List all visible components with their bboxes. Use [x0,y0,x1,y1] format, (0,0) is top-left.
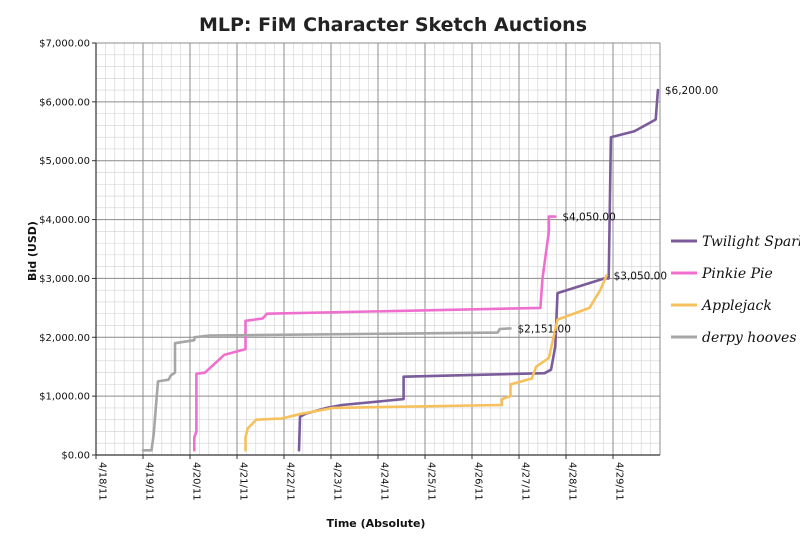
annotations-layer: $6,200.00 $4,050.00 $3,050.00 $2,151.00 [517,85,718,335]
x-tick-label: 4/23/11 [332,462,343,501]
x-tick-label: 4/25/11 [426,462,437,501]
legend-label-2: Applejack [700,298,772,314]
x-axis-label: Time (Absolute) [327,517,426,530]
x-tick-label: 4/18/11 [97,462,108,501]
x-tick-label: 4/21/11 [238,462,249,501]
series-end-label-2: $3,050.00 [614,270,667,282]
series-line-2 [244,274,608,452]
x-tick-label: 4/24/11 [379,462,390,501]
series-line-3 [141,327,512,452]
legend-label-3: derpy hooves [702,330,797,346]
series-layer [141,88,660,452]
y-axis-label: Bid (USD) [26,221,39,281]
series-end-label-1: $4,050.00 [562,212,615,224]
legend: Twilight Sparkle Pinkie Pie Applejack derpy… [671,234,800,346]
x-tick-label: 4/28/11 [567,462,578,501]
y-tick-label: $5,000.00 [39,156,90,167]
x-tick-label: 4/29/11 [614,462,625,501]
y-tick-label: $2,000.00 [39,333,90,344]
legend-label-1: Pinkie Pie [701,266,773,282]
y-tick-label: $4,000.00 [39,215,90,226]
series-end-label-3: $2,151.00 [517,323,570,335]
y-tick-label: $0.00 [61,451,90,462]
axes-layer: $0.00 $1,000.00 $2,000.00 $3,000.00 $4,000.0… [39,39,660,501]
x-tick-label: 4/19/11 [144,462,155,501]
x-tick-label: 4/22/11 [285,462,296,501]
x-tick-label: 4/20/11 [191,462,202,501]
y-tick-label: $7,000.00 [39,39,90,50]
y-tick-label: $3,000.00 [39,274,90,285]
grid-layer [95,42,661,456]
x-tick-label: 4/26/11 [473,462,484,501]
legend-label-0: Twilight Sparkle [702,234,800,250]
y-tick-label: $6,000.00 [39,97,90,108]
x-tick-label: 4/27/11 [520,462,531,501]
series-line-1 [193,215,557,452]
y-tick-label: $1,000.00 [39,392,90,403]
series-end-label-0: $6,200.00 [665,85,718,97]
chart-title: MLP: FiM Character Sketch Auctions [199,14,587,36]
